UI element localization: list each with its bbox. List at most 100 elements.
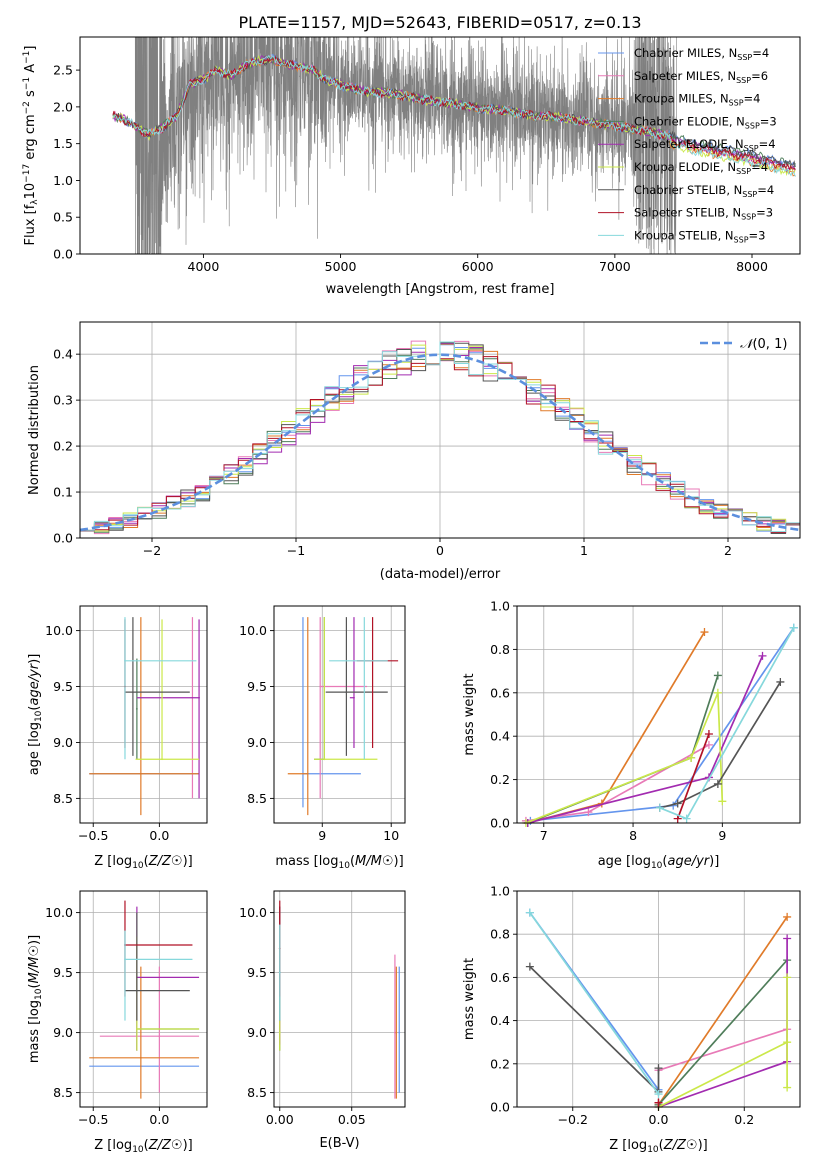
weight-line-2 (527, 631, 706, 823)
x-tick-label: 0.05 (338, 1112, 366, 1127)
x-tick-label: 10 (383, 828, 399, 843)
mass-vs-z-x-label: Z [log10(Z/Z☉)] (94, 1138, 192, 1155)
y-tick-label: 9.0 (247, 735, 267, 750)
weight-marker-5-2 (713, 688, 722, 697)
y-tick-label: 0.1 (53, 485, 73, 500)
weight-marker-8-0 (525, 908, 534, 917)
weight-marker-5-2 (783, 973, 792, 982)
x-tick-label: 0.0 (649, 1112, 669, 1127)
weight_vs_age-y-label: mass weight (462, 673, 477, 755)
y-tick-label: 0.4 (53, 347, 73, 362)
weight-line-5 (525, 692, 724, 823)
y-tick-label: 0.8 (490, 927, 510, 942)
axes-frame (79, 36, 801, 255)
y-tick-label: 9.0 (247, 1025, 267, 1040)
weight-marker-8-0 (655, 803, 664, 812)
y-tick-label: 8.5 (247, 791, 267, 806)
weight-line-6 (529, 965, 660, 1094)
x-tick-label: −0.5 (78, 1112, 108, 1127)
age-vs-mass-x-label: mass [log10(M/M☉)] (275, 854, 403, 871)
y-tick-label: 0.0 (490, 1100, 510, 1115)
observed-spectrum-line (134, 37, 677, 254)
x-tick-label: 2 (724, 543, 732, 558)
weight-marker-2-1 (783, 912, 792, 921)
data-point-5 (135, 1028, 138, 1030)
weight-marker-5-1 (687, 753, 696, 762)
data-point-8 (278, 971, 281, 974)
x-tick-label: 6000 (462, 259, 494, 274)
weight-marker-5-3 (718, 797, 727, 806)
y-tick-label: 9.5 (247, 965, 267, 980)
weight-marker-5-3 (783, 1083, 792, 1092)
x-tick-label: 1 (580, 543, 588, 558)
age-vs-z-x-label: Z [log10(Z/Z☉)] (94, 854, 192, 871)
weight-marker-1-1 (584, 808, 593, 817)
weight-marker-3-2 (713, 671, 722, 680)
data-point-2 (139, 1056, 142, 1059)
y-tick-label: 10.0 (45, 623, 73, 638)
residuals-y-label: Normed distribution (27, 365, 42, 495)
data-point-8 (363, 659, 366, 662)
data-point-5 (323, 758, 326, 761)
mass-vs-ebv-x-label: E(B-V) (319, 1136, 359, 1151)
legend-label-normal: 𝒩(0, 1) (740, 337, 787, 352)
histogram-series-8 (80, 341, 800, 533)
legend-label-7: Salpeter STELIB, NSSP=3 (634, 206, 773, 222)
weight-line-1 (658, 1028, 788, 1072)
y-tick-label: 0.0 (490, 816, 510, 831)
data-point-8 (124, 958, 126, 961)
legend-label-8: Kroupa STELIB, NSSP=3 (634, 228, 765, 244)
x-tick-label: 0.0 (149, 1112, 169, 1127)
weight-vs-z-x-label: Z [log10(Z/Z☉)] (609, 1138, 707, 1155)
normal-reference-curve (80, 353, 800, 532)
weight-marker-5-1 (783, 1038, 792, 1047)
y-tick-label: 0.3 (53, 393, 73, 408)
legend-label-6: Chabrier STELIB, NSSP=4 (634, 183, 774, 199)
weight-vs-age-x-label: age [log10(age/yr)] (598, 854, 720, 871)
x-tick-label: −0.2 (558, 1112, 588, 1127)
mass-vs-ebv-panel: 0.00 0.05 8.5 9.0 9.5 10.0 E(B-V) (239, 890, 406, 1151)
y-tick-label: 10.0 (239, 905, 267, 920)
y-tick-label: 9.0 (53, 1025, 73, 1040)
weight-marker-1-2 (704, 740, 713, 749)
axes-frame (273, 605, 406, 824)
y-tick-label: 10.0 (239, 623, 267, 638)
weight-marker-6-2 (713, 779, 722, 788)
weight-vs-age-panel: 7 8 9 0.0 0.2 0.4 0.6 0.8 1.0 mass weight age [log… (462, 599, 801, 871)
weight-line-2 (657, 916, 788, 1106)
data-point-2 (306, 772, 309, 775)
axes-frame (516, 605, 801, 824)
x-tick-label: 5000 (325, 259, 357, 274)
y-tick-label: 2.0 (53, 99, 73, 114)
spectrum-y-label: Flux [fλ10−17 erg cm−2 s−1 A−1] (22, 46, 40, 246)
weight_vs_Z-y-label: mass weight (462, 958, 477, 1040)
age-vs-z-y-label: age [log10(age/yr)] (27, 654, 44, 776)
y-tick-label: 1.0 (490, 599, 510, 614)
weight-vs-metallicity-panel: −0.2 0.0 0.2 0.0 0.2 0.4 0.6 0.8 1.0 mass weight Z… (462, 884, 801, 1155)
data-point-5 (161, 758, 163, 761)
weight-marker-7-1 (654, 1098, 663, 1107)
age-vs-metallicity-panel: −0.5 0.0 8.5 9.0 9.5 10.0 Z [log10(Z/Z☉)] age [… (27, 605, 208, 871)
axes-frame (79, 890, 208, 1108)
y-tick-label: 9.5 (53, 679, 73, 694)
y-tick-label: 9.5 (247, 679, 267, 694)
y-tick-label: 0.6 (490, 970, 510, 985)
data-point-0 (398, 1031, 401, 1034)
legend-label-2: Kroupa MILES, NSSP=4 (634, 92, 760, 108)
x-tick-label: 8 (629, 828, 637, 843)
weight-line-4 (527, 655, 764, 823)
axes-frame (79, 605, 208, 824)
x-tick-label: 0.0 (149, 828, 169, 843)
mass-vs-z-y-label: mass [log10(M/M☉)] (27, 935, 44, 1063)
weight-marker-6-0 (525, 962, 534, 971)
mass-vs-metallicity-panel: −0.5 0.0 8.5 9.0 9.5 10.0 Z [log10(Z/Z☉)] mass … (27, 890, 208, 1155)
y-tick-label: 0.2 (490, 772, 510, 787)
weight-line-6 (659, 681, 782, 809)
spectrum-panel: 4000 5000 6000 7000 8000 0.0 0.5 1.0 1.5 2.0 2.5 wa… (22, 36, 801, 297)
y-tick-label: 1.5 (53, 136, 73, 151)
y-tick-label: 0.4 (490, 729, 510, 744)
age-vs-mass-panel: 9 10 8.5 9.0 9.5 10.0 mass [log10(M/M☉)] (239, 605, 406, 871)
x-tick-label: 0 (436, 543, 444, 558)
weight-marker-8-2 (789, 623, 798, 632)
data-point-8 (124, 659, 126, 662)
